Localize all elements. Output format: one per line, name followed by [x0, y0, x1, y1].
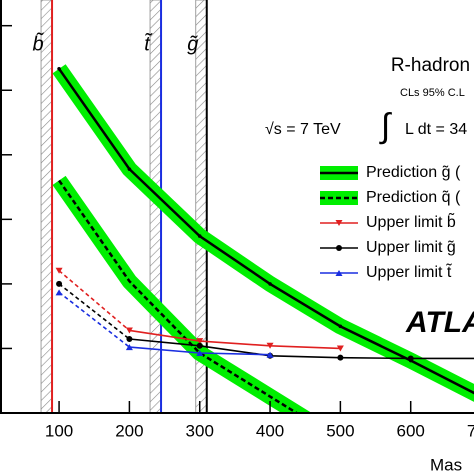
marker — [125, 327, 133, 334]
annotation: L dt = 34 — [405, 121, 467, 138]
limit-line-dashed — [58, 270, 130, 332]
x-tick-label: 600 — [397, 421, 425, 440]
exclusion-label: g̃ — [187, 33, 198, 55]
marker — [268, 282, 272, 286]
marker — [336, 345, 344, 352]
chart-title: R-hadron exclus — [391, 55, 474, 76]
limit-line — [129, 329, 341, 350]
x-tick-label: 100 — [45, 421, 73, 440]
annotation: ∫ — [379, 107, 392, 145]
legend-label: Prediction g̃ ( — [366, 164, 461, 181]
x-tick-label: 700 — [467, 421, 474, 440]
marker — [57, 66, 61, 71]
legend-label: Upper limit g̃ — [366, 239, 456, 256]
prediction-line — [58, 68, 474, 395]
x-tick-label: 300 — [186, 421, 214, 440]
marker — [55, 289, 63, 296]
x-tick-label: 400 — [256, 421, 284, 440]
legend-label: Upper limit t̃ — [366, 262, 452, 281]
exclusion-label: b̃ — [32, 31, 43, 55]
subtitle: CLs 95% C.L — [400, 87, 465, 99]
marker — [337, 354, 344, 361]
x-tick-label: 200 — [115, 421, 143, 440]
marker — [335, 270, 343, 276]
marker — [335, 220, 343, 226]
prediction-band — [52, 64, 474, 402]
marker — [196, 350, 204, 357]
marker — [197, 234, 202, 238]
logo: ATLA — [405, 306, 474, 339]
marker — [196, 342, 203, 349]
annotation: √s = 7 TeV — [265, 121, 341, 138]
limit-line-dashed — [58, 291, 130, 348]
marker — [127, 167, 132, 171]
x-axis-label: Mas — [430, 455, 462, 474]
marker — [266, 351, 274, 358]
marker — [125, 344, 133, 351]
legend-label: Upper limit b̃ — [366, 212, 456, 232]
marker — [196, 338, 204, 345]
marker — [336, 245, 342, 251]
marker — [266, 342, 274, 349]
limit-line — [129, 338, 474, 360]
exclusion-label: t̃ — [144, 32, 152, 55]
prediction-line — [58, 179, 300, 413]
plot-area — [40, 0, 474, 413]
legend-label: Prediction q̃ ( — [366, 189, 461, 206]
marker — [56, 280, 63, 287]
exclusion-hatch — [40, 0, 53, 413]
marker — [338, 324, 343, 329]
x-tick-label: 500 — [326, 421, 354, 440]
marker — [407, 355, 414, 362]
marker — [126, 336, 133, 343]
marker — [55, 267, 63, 274]
limit-line-dashed — [58, 283, 130, 340]
